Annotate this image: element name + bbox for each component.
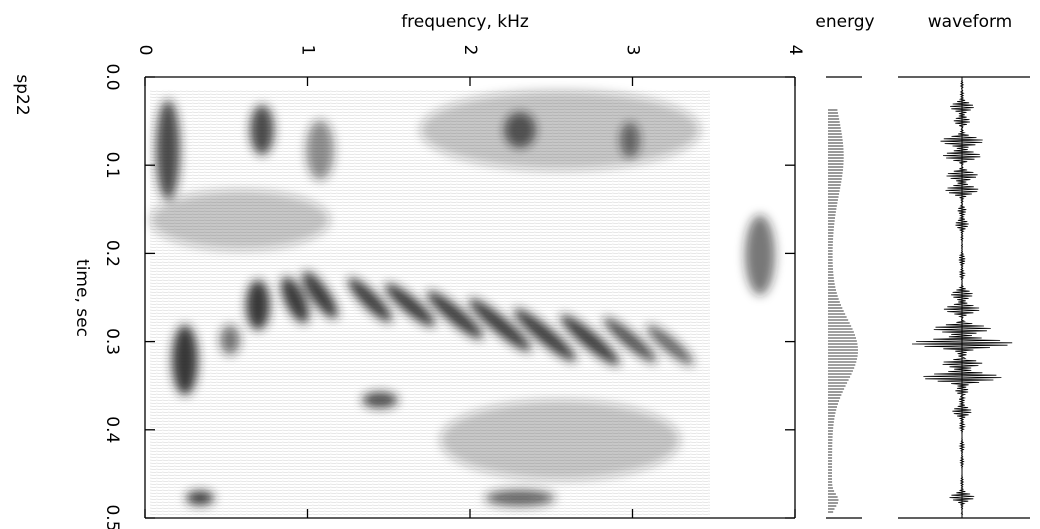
x-tick-label: 0	[135, 45, 155, 56]
x-tick-label: 1	[298, 45, 318, 56]
x-tick-label: 3	[623, 45, 643, 56]
x-axis-label: frequency, kHz	[401, 12, 529, 32]
y-tick-label: 0.5	[102, 504, 122, 529]
y-tick-label: 0.1	[102, 152, 122, 179]
panel-title: waveform	[928, 12, 1012, 32]
energy-panel	[826, 77, 862, 518]
y-tick-label: 0.0	[102, 63, 122, 90]
y-tick-label: 0.4	[102, 416, 122, 443]
y-tick-label: 0.3	[102, 328, 122, 355]
y-tick-label: 0.2	[102, 240, 122, 267]
panel-title: energy	[815, 12, 874, 32]
y-axis-label: time, sec	[72, 259, 92, 337]
chart: frequency, kHz time, sec sp22 energy wav…	[0, 0, 1040, 529]
recording-label: sp22	[12, 74, 32, 115]
spectrogram	[150, 90, 775, 515]
x-tick-label: 2	[460, 45, 480, 56]
x-tick-label: 4	[785, 45, 805, 56]
waveform-panel	[898, 77, 1030, 518]
